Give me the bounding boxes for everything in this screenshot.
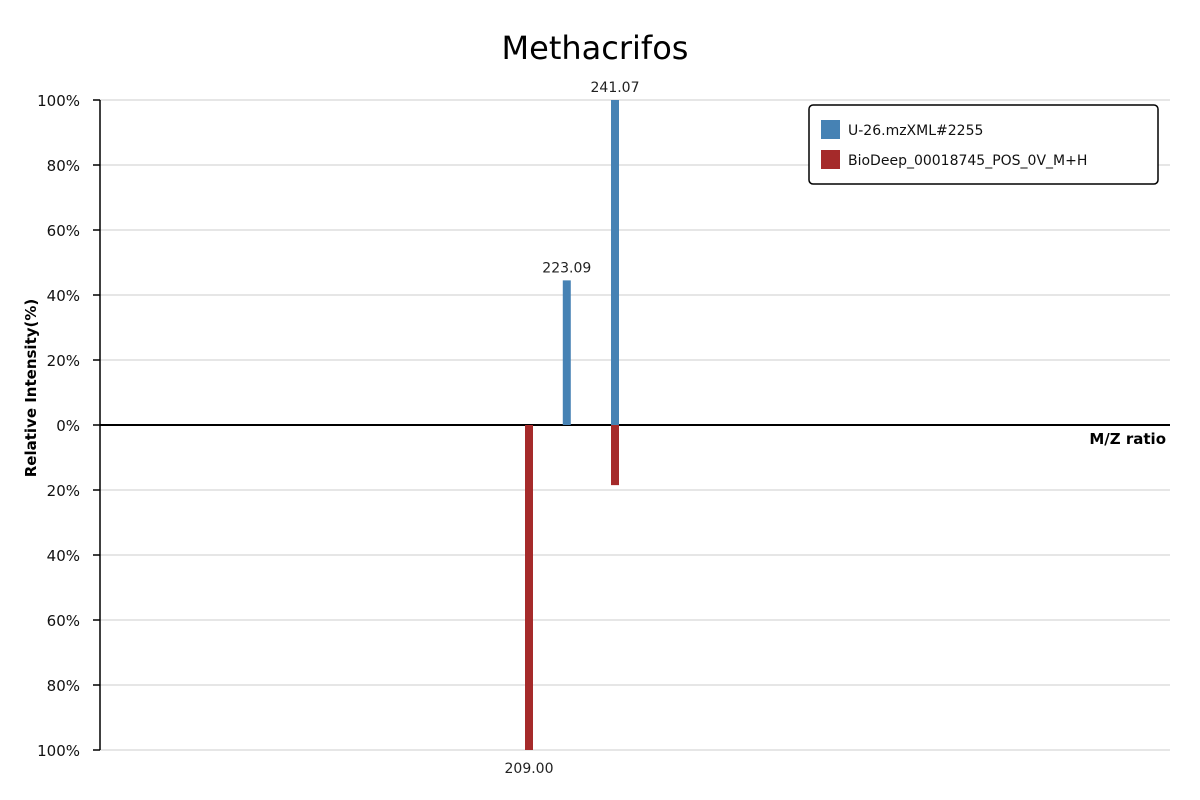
peak-bars bbox=[525, 100, 619, 750]
peak-bar-series-2 bbox=[611, 425, 619, 486]
legend-swatch-series-2 bbox=[821, 150, 840, 169]
y-tick-label: 60% bbox=[47, 222, 80, 240]
x-axis-title: M/Z ratio bbox=[1089, 430, 1166, 448]
y-tick-label: 80% bbox=[47, 677, 80, 695]
legend-label-series-2: BioDeep_00018745_POS_0V_M+H bbox=[848, 153, 1087, 169]
legend-box bbox=[808, 104, 1159, 185]
peak-labels: 223.09 241.07 209.00 bbox=[505, 80, 640, 777]
peak-bar-series-1 bbox=[562, 280, 571, 425]
y-axis-title: Relative Intensity(%) bbox=[22, 299, 40, 478]
y-tick-label: 100% bbox=[37, 92, 80, 110]
peak-bar-series-1 bbox=[611, 100, 619, 425]
y-tick-label: 40% bbox=[47, 547, 80, 565]
peak-label: 241.07 bbox=[591, 80, 640, 96]
legend-label-series-1: U-26.mzXML#2255 bbox=[848, 123, 983, 139]
y-tick-label: 60% bbox=[47, 612, 80, 630]
y-tick-labels: 100% 80% 60% 40% 20% 0% 20% 40% 60% 80% 100% bbox=[37, 92, 80, 760]
y-tick-label: 20% bbox=[47, 352, 80, 370]
chart-title: Methacrifos bbox=[502, 29, 689, 67]
peak-label: 209.00 bbox=[505, 761, 554, 777]
y-tick-label: 0% bbox=[56, 417, 80, 435]
y-tick-label: 100% bbox=[37, 742, 80, 760]
legend: U-26.mzXML#2255 BioDeep_00018745_POS_0V_… bbox=[808, 104, 1159, 185]
peak-bar-series-2 bbox=[525, 425, 533, 750]
peak-label: 223.09 bbox=[542, 260, 591, 276]
y-tick-label: 20% bbox=[47, 482, 80, 500]
legend-swatch-series-1 bbox=[821, 120, 840, 139]
y-tick-label: 40% bbox=[47, 287, 80, 305]
y-tick-label: 80% bbox=[47, 157, 80, 175]
